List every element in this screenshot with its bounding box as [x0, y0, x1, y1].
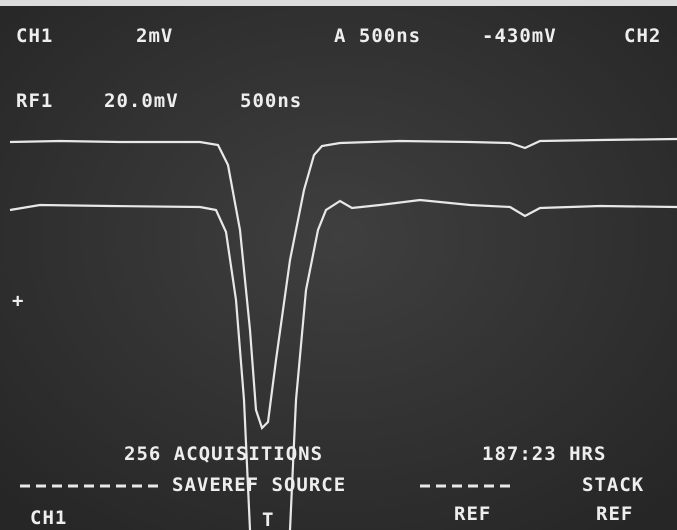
oscilloscope-screen: CH1 2mV A 500ns -430mV CH2 RF1 20.0mV 50…: [0, 0, 677, 530]
time-base: A 500ns: [334, 25, 421, 47]
acquisition-count: 256 ACQUISITIONS: [124, 443, 323, 465]
volts-per-div: 2mV: [136, 25, 173, 47]
screen-bezel: [0, 0, 677, 6]
softkey-label[interactable]: REF: [454, 503, 491, 525]
reference-volts: 20.0mV: [104, 90, 179, 112]
channel-label: CH1: [16, 25, 53, 47]
marker: +: [12, 290, 24, 312]
elapsed-time: 187:23 HRS: [482, 443, 606, 465]
trigger-level: -430mV: [482, 25, 557, 47]
channel-label: CH2: [624, 25, 661, 47]
softkey-label[interactable]: CH1: [30, 507, 67, 529]
trigger-marker: T: [262, 509, 274, 530]
menu-title: SAVEREF SOURCE: [172, 474, 346, 496]
softkey-label[interactable]: REF: [596, 503, 633, 525]
menu-heading: STACK: [582, 474, 644, 496]
reference-time: 500ns: [240, 90, 302, 112]
reference-label: RF1: [16, 90, 53, 112]
